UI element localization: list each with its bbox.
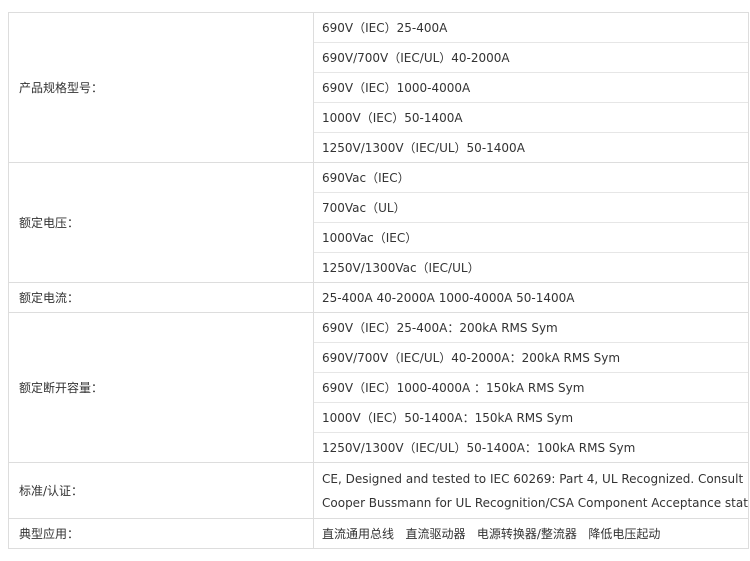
spec-table: 产品规格型号： 690V（IEC）25-400A 690V/700V（IEC/UL）… [8,12,749,549]
value-text: CE, Designed and tested to IEC 60269: Pa… [322,471,744,486]
value-item: 690V（IEC）25-400A：200kA RMS Sym [314,313,748,342]
row-label: 额定电压： [19,216,80,230]
value-item: 690V/700V（IEC/UL）40-2000A [314,42,748,72]
row-label: 额定断开容量： [19,381,104,395]
row-label-cell: 额定断开容量： [9,313,314,462]
value-item: 1000Vac（IEC） [314,222,748,252]
value-cell: CE, Designed and tested to IEC 60269: Pa… [314,463,748,518]
row-label-cell: 额定电流： [9,283,314,312]
row-label-cell: 产品规格型号： [9,13,314,162]
value-text: Cooper Bussmann for UL Recognition/CSA C… [322,495,748,510]
row-label-cell: 额定电压： [9,163,314,282]
table-row: 额定断开容量： 690V（IEC）25-400A：200kA RMS Sym 690… [9,313,748,463]
value-item: 690V/700V（IEC/UL）40-2000A：200kA RMS Sym [314,342,748,372]
table-row: 产品规格型号： 690V（IEC）25-400A 690V/700V（IEC/UL）… [9,13,748,163]
value-text: 直流通用总线 直流驱动器 电源转换器/整流器 降低电压起动 [322,527,661,541]
value-item: 690V（IEC）1000-4000A [314,72,748,102]
value-item: 1250V/1300V（IEC/UL）50-1400A：100kA RMS Sy… [314,432,748,462]
value-item: 690V（IEC）25-400A [314,13,748,42]
value-item: CE, Designed and tested to IEC 60269: Pa… [314,463,748,518]
table-row: 典型应用： 直流通用总线 直流驱动器 电源转换器/整流器 降低电压起动 [9,519,748,549]
value-text: 1000Vac（IEC） [322,231,418,245]
value-item: 1250V/1300V（IEC/UL）50-1400A [314,132,748,162]
value-text: 690V（IEC）25-400A [322,21,448,35]
value-cell: 25-400A 40-2000A 1000-4000A 50-1400A [314,283,748,312]
row-label: 产品规格型号： [19,81,104,95]
row-label-cell: 典型应用： [9,519,314,548]
row-label: 典型应用： [19,527,80,541]
row-label: 标准/认证： [19,484,84,498]
value-text: 700Vac（UL） [322,201,406,215]
table-row: 标准/认证： CE, Designed and tested to IEC 602… [9,463,748,519]
row-label-cell: 标准/认证： [9,463,314,518]
value-item: 直流通用总线 直流驱动器 电源转换器/整流器 降低电压起动 [314,519,748,548]
value-cell: 690V（IEC）25-400A：200kA RMS Sym 690V/700V（… [314,313,748,462]
value-text: 690V（IEC）25-400A：200kA RMS Sym [322,321,558,335]
value-text: 1250V/1300Vac（IEC/UL） [322,261,480,275]
value-item: 700Vac（UL） [314,192,748,222]
value-item: 690Vac（IEC） [314,163,748,192]
value-cell: 690V（IEC）25-400A 690V/700V（IEC/UL）40-2000… [314,13,748,162]
value-text: 1000V（IEC）50-1400A [322,111,463,125]
value-text: 1250V/1300V（IEC/UL）50-1400A [322,141,525,155]
value-item: 25-400A 40-2000A 1000-4000A 50-1400A [314,283,748,312]
value-item: 1000V（IEC）50-1400A [314,102,748,132]
value-text: 690V（IEC）1000-4000A ：150kA RMS Sym [322,381,585,395]
table-row: 额定电压： 690Vac（IEC） 700Vac（UL） 1000Vac（IEC） 12… [9,163,748,283]
value-text: 690V（IEC）1000-4000A [322,81,471,95]
value-text: 1000V（IEC）50-1400A：150kA RMS Sym [322,411,574,425]
value-item: 690V（IEC）1000-4000A ：150kA RMS Sym [314,372,748,402]
row-label: 额定电流： [19,291,80,305]
value-cell: 690Vac（IEC） 700Vac（UL） 1000Vac（IEC） 1250V/1… [314,163,748,282]
value-text: 690V/700V（IEC/UL）40-2000A [322,51,510,65]
table-row: 额定电流： 25-400A 40-2000A 1000-4000A 50-1400… [9,283,748,313]
value-cell: 直流通用总线 直流驱动器 电源转换器/整流器 降低电压起动 [314,519,748,548]
value-text: 690Vac（IEC） [322,171,410,185]
value-item: 1000V（IEC）50-1400A：150kA RMS Sym [314,402,748,432]
value-text: 1250V/1300V（IEC/UL）50-1400A：100kA RMS Sy… [322,441,636,455]
value-text: 25-400A 40-2000A 1000-4000A 50-1400A [322,290,575,305]
value-item: 1250V/1300Vac（IEC/UL） [314,252,748,282]
value-text: 690V/700V（IEC/UL）40-2000A：200kA RMS Sym [322,351,621,365]
